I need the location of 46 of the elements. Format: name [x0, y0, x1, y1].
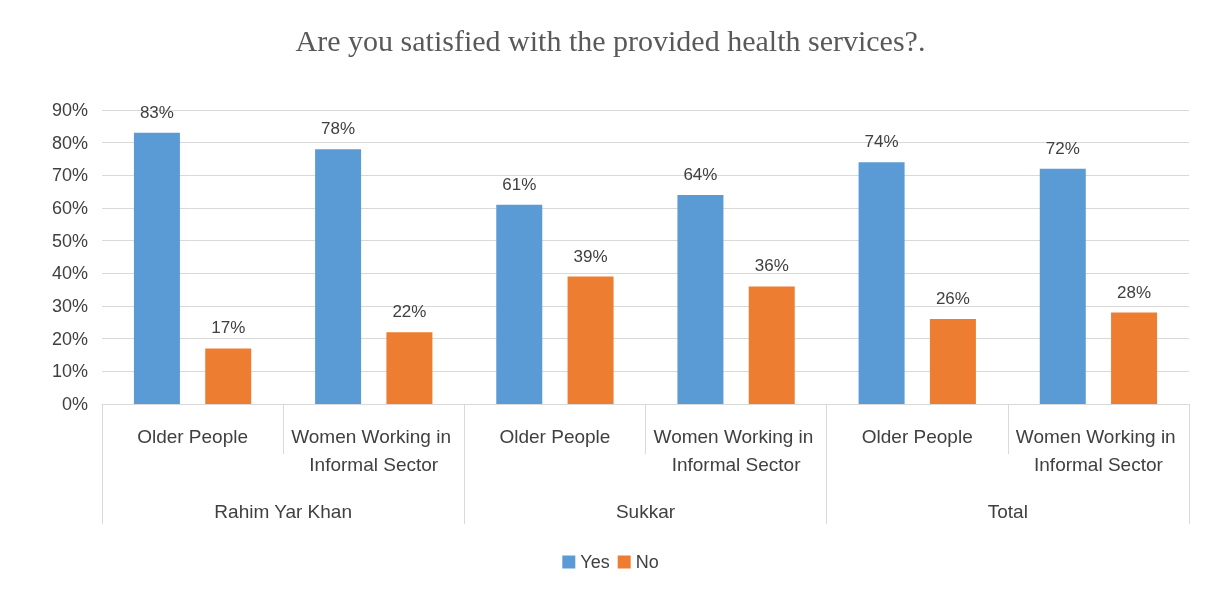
- data-label: 36%: [754, 256, 789, 276]
- bar: [858, 162, 905, 404]
- x-tick-label: Older People: [499, 425, 611, 447]
- data-label: 22%: [392, 302, 427, 322]
- data-label: 26%: [935, 289, 970, 309]
- bar: [677, 194, 724, 404]
- legend-label: No: [635, 552, 659, 572]
- y-tick-label: 40%: [51, 263, 88, 284]
- data-label: 61%: [502, 174, 537, 194]
- bar: [205, 348, 252, 404]
- bar: [567, 276, 614, 404]
- x-tick-label: Women Working in Informal Sector: [291, 425, 457, 475]
- x-tick-label: Older People: [137, 425, 249, 447]
- y-tick-label: 0%: [61, 394, 88, 414]
- y-tick-label: 70%: [51, 165, 88, 186]
- bar: [929, 319, 976, 404]
- x-tick-label: Women Working in Informal Sector: [1015, 425, 1181, 475]
- bar: [496, 204, 543, 404]
- data-label: 72%: [1045, 138, 1080, 158]
- legend-label: Yes: [580, 552, 610, 572]
- x-tick-label: Older People: [861, 425, 973, 447]
- text: Rahim Yar Khan: [214, 501, 352, 522]
- y-tick-label: 20%: [51, 328, 88, 349]
- y-tick-label: 90%: [51, 100, 88, 120]
- text: Sukkar: [615, 501, 676, 522]
- bar: [748, 286, 795, 404]
- bar: [1111, 312, 1158, 404]
- data-label: 83%: [139, 102, 174, 122]
- data-label: 64%: [683, 164, 718, 184]
- y-tick-label: 80%: [51, 132, 88, 153]
- y-tick-label: 30%: [51, 296, 88, 316]
- bar: [1039, 168, 1086, 404]
- data-label: 74%: [864, 132, 899, 152]
- data-label: 17%: [211, 318, 246, 338]
- data-label: 78%: [321, 119, 356, 139]
- bar: [315, 149, 362, 404]
- text: Total: [987, 501, 1028, 522]
- data-label: 39%: [573, 246, 608, 266]
- chart-title: Are you satisfied with the provided health services?.: [295, 23, 926, 57]
- bar: [386, 332, 433, 404]
- bar: [133, 132, 180, 404]
- x-tick-label: Women Working in Informal Sector: [653, 425, 819, 475]
- y-tick-label: 60%: [51, 198, 88, 218]
- y-tick-label: 50%: [51, 230, 88, 251]
- y-tick-label: 10%: [51, 361, 88, 382]
- data-label: 28%: [1117, 282, 1152, 302]
